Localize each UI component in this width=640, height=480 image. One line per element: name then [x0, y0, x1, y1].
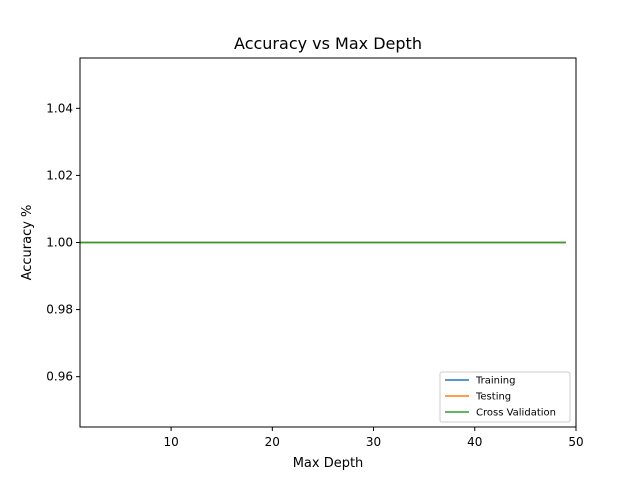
legend-label: Testing [475, 392, 511, 403]
y-axis-ticks: 0.96 0.98 1.00 1.02 1.04 [46, 101, 80, 384]
y-tick-label: 0.96 [46, 370, 73, 384]
x-axis-ticks: 10 20 30 40 50 [163, 427, 584, 449]
legend: Training Testing Cross Validation [439, 371, 571, 423]
x-axis-label: Max Depth [293, 456, 364, 471]
y-tick-label: 1.00 [46, 236, 73, 250]
y-axis-label: Accuracy % [20, 205, 35, 281]
x-tick-label: 10 [163, 435, 178, 449]
legend-label: Cross Validation [476, 408, 556, 419]
x-tick-label: 50 [568, 435, 583, 449]
x-tick-label: 40 [467, 435, 482, 449]
chart-title: Accuracy vs Max Depth [234, 34, 422, 53]
legend-label: Training [475, 376, 515, 387]
y-tick-label: 0.98 [46, 303, 73, 317]
x-tick-label: 20 [265, 435, 280, 449]
y-tick-label: 1.02 [46, 168, 73, 182]
x-tick-label: 30 [366, 435, 381, 449]
legend-frame [439, 371, 571, 423]
y-tick-label: 1.04 [46, 101, 73, 115]
